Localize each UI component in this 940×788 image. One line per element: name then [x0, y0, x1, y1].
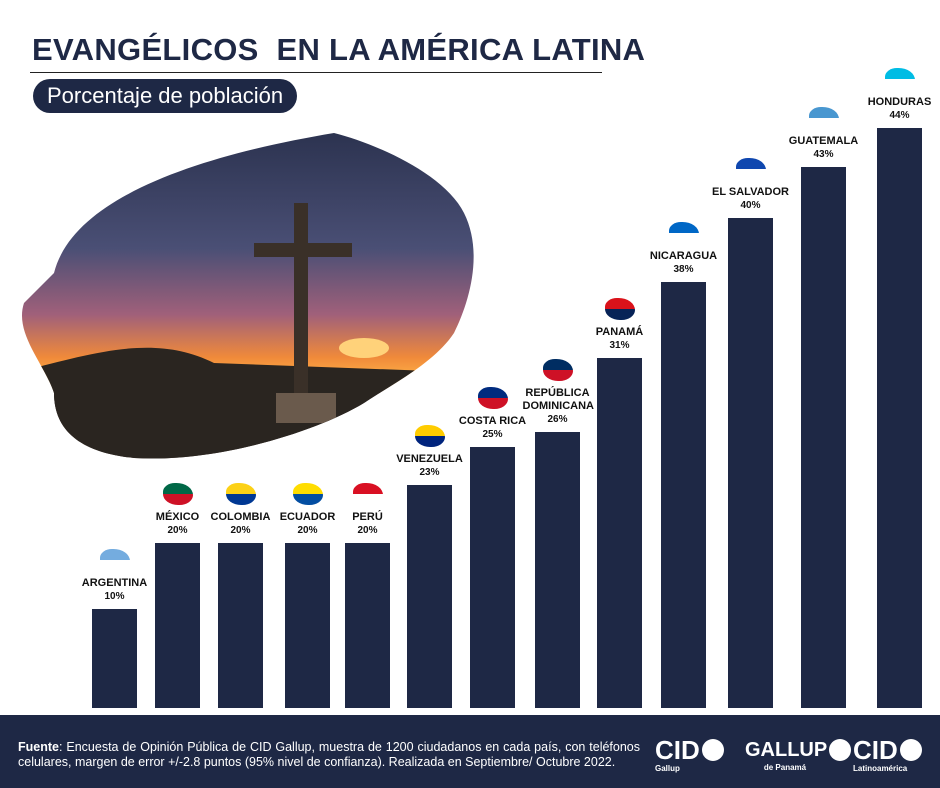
globe-icon [829, 739, 852, 761]
flag-map-icon [477, 387, 508, 409]
category-label: EL SALVADOR [711, 186, 789, 198]
category-label: GUATEMALA [788, 135, 859, 147]
source-label: Fuente [18, 740, 59, 754]
value-label: 20% [167, 525, 188, 536]
gallup-panama-logo: GALLUP de Panamá [745, 737, 852, 772]
flag-map-icon [735, 158, 766, 180]
category-label: PERÚ [352, 511, 383, 523]
value-label: 10% [104, 591, 125, 602]
flag-map-icon [225, 483, 256, 505]
globe-icon [899, 739, 922, 761]
subtitle-badge: Porcentaje de población [33, 79, 298, 113]
bar-label: HONDURAS 44% [845, 96, 940, 122]
bar-1 [155, 543, 200, 708]
flag-map-icon [162, 483, 193, 505]
category-label: ARGENTINA [81, 577, 148, 589]
flag-map-icon [604, 298, 635, 320]
bar-8 [597, 358, 642, 708]
value-label: 31% [609, 340, 630, 351]
bar-label: NICARAGUA 38% [629, 250, 739, 276]
bar-label: COLOMBIA 20% [186, 511, 296, 537]
category-label: HONDURAS [867, 96, 932, 108]
bar-6 [470, 447, 515, 708]
bar-label: ARGENTINA 10% [60, 577, 170, 603]
bar-0 [92, 609, 137, 708]
bar-10 [728, 218, 773, 708]
flag-map-icon [99, 549, 130, 571]
bar-7 [535, 432, 580, 708]
bar-label: GUATEMALA 43% [769, 135, 879, 161]
value-label: 23% [419, 467, 440, 479]
bar-label: COSTA RICA 25% [438, 415, 548, 441]
flag-map-icon [884, 68, 915, 90]
category-label: COSTA RICA [458, 415, 527, 427]
bar-4 [345, 543, 390, 708]
bar-label: REPÚBLICA DOMINICANA 26% [503, 387, 613, 426]
bar-5 [407, 485, 452, 708]
bar-label: EL SALVADOR 40% [696, 186, 806, 212]
flag-map-icon [352, 483, 383, 505]
cid-latinoamerica-logo: CID Latinoamérica [853, 737, 922, 773]
title-divider [30, 72, 602, 73]
bar-label: ECUADOR 20% [253, 511, 363, 537]
category-label: NICARAGUA [649, 250, 718, 262]
value-label: 20% [357, 525, 378, 536]
flag-map-icon [414, 425, 445, 448]
category-label: VENEZUELA [396, 453, 463, 466]
bar-chart: ARGENTINA 10% MÉXICO 20% COLOMBIA 20% ECUADOR 2… [60, 68, 940, 708]
value-label: 20% [230, 525, 251, 536]
flag-map-icon [668, 222, 699, 244]
value-label: 25% [482, 429, 503, 440]
footer: Fuente: Encuesta de Opinión Pública de C… [0, 715, 940, 788]
category-label: ECUADOR [279, 511, 336, 523]
value-label: 44% [889, 110, 910, 121]
flag-map-icon [292, 483, 323, 505]
category-label: REPÚBLICA DOMINICANA [522, 387, 595, 413]
bar-3 [285, 543, 330, 708]
value-label: 40% [740, 200, 761, 211]
bar-12 [877, 128, 922, 708]
value-label: 26% [547, 414, 568, 426]
value-label: 20% [297, 525, 318, 536]
category-label: PANAMÁ [595, 326, 644, 338]
bar-label: PERÚ 20% [313, 511, 423, 537]
bar-11 [801, 167, 846, 708]
flag-map-icon [542, 359, 573, 382]
bar-9 [661, 282, 706, 708]
globe-icon [701, 739, 724, 761]
sunset-cross-photo [21, 133, 474, 459]
bar-2 [218, 543, 263, 708]
value-label: 38% [673, 264, 694, 275]
bar-label: MÉXICO 20% [123, 511, 233, 537]
bar-label: VENEZUELA 23% [375, 453, 485, 479]
category-label: COLOMBIA [210, 511, 271, 523]
flag-map-icon [808, 107, 839, 129]
bar-label: PANAMÁ 31% [565, 326, 675, 352]
cid-gallup-logo: CID Gallup [655, 737, 724, 773]
page-title: EVANGÉLICOS EN LA AMÉRICA LATINA [32, 32, 646, 67]
source-text: : Encuesta de Opinión Pública de CID Gal… [18, 740, 640, 769]
source-note: Fuente: Encuesta de Opinión Pública de C… [18, 740, 640, 770]
value-label: 43% [813, 149, 834, 160]
category-label: MÉXICO [155, 511, 200, 523]
